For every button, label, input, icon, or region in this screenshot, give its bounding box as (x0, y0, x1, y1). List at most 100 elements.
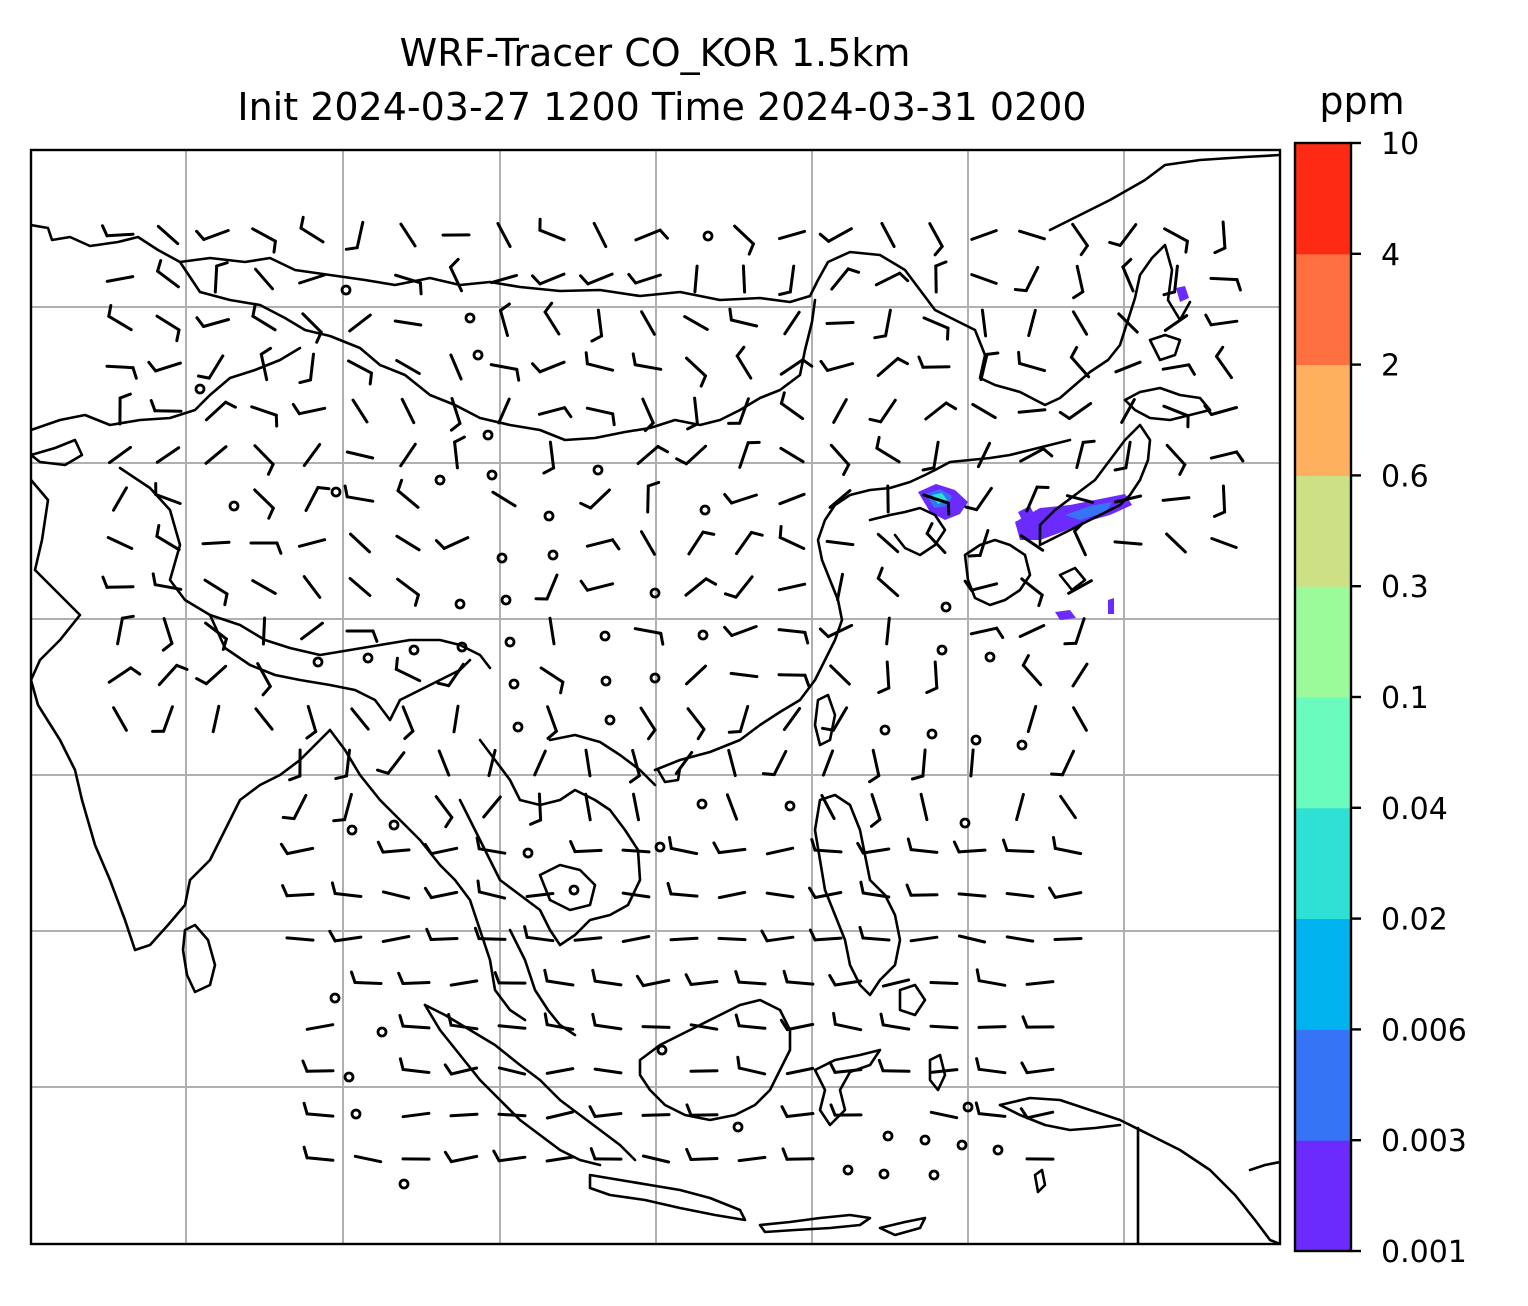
wind-barb-flag (195, 229, 206, 241)
wind-barb-flag (1187, 363, 1196, 376)
wind-barb-shaft (1072, 706, 1088, 732)
wind-barb-shaft (729, 318, 759, 328)
wind-barb-shaft (1053, 891, 1083, 899)
wind-barb-flag (1069, 346, 1079, 359)
wind-barb-shaft (785, 1112, 815, 1118)
wind-barb-flag (118, 392, 132, 400)
wind-barb-flag (315, 330, 323, 344)
wind-barb-shaft (861, 936, 891, 942)
wind-barb-shaft (449, 979, 479, 987)
wind-barb-shaft (545, 979, 575, 987)
wind-barb-shaft (107, 314, 133, 332)
wind-barb-shaft (957, 848, 987, 854)
wind-barb-shaft (978, 529, 990, 557)
wind-barb-shaft (733, 224, 755, 246)
wind-barb-flag (658, 228, 669, 240)
wind-barb-shaft (1019, 447, 1045, 463)
wind-barb-shaft (717, 890, 747, 900)
calm-marker (882, 1130, 894, 1142)
wind-barb-shaft (735, 354, 753, 380)
wind-barb-shaft (573, 936, 603, 942)
wind-barb-shaft (684, 444, 708, 466)
coastline (928, 1053, 947, 1092)
wind-barb-flag (161, 641, 174, 652)
wind-barb-shaft (730, 625, 758, 637)
wind-barb-shaft (1209, 450, 1239, 460)
wind-barb-shaft (355, 220, 365, 250)
wind-barb-flag (301, 1059, 309, 1073)
wind-barb-shaft (836, 572, 844, 602)
wind-barb-shaft (1005, 849, 1035, 853)
wind-barb-shaft (1118, 223, 1138, 247)
colorbar-tick-label: 0.3 (1381, 570, 1429, 605)
wind-barb-flag (696, 727, 706, 741)
wind-barb-flag (529, 818, 543, 826)
wind-barb-shaft (489, 363, 519, 371)
wind-barb-flag (195, 316, 205, 328)
wind-barb-shaft (333, 935, 363, 943)
wind-barb-shaft (204, 621, 228, 641)
wind-barb-shaft (399, 222, 417, 248)
wind-barb-flag (801, 358, 814, 368)
wind-barb-flag (985, 351, 1000, 356)
coastline (423, 1003, 637, 1162)
wind-barb-shaft (881, 1069, 911, 1073)
wind-barb-flag (782, 969, 789, 984)
wind-barb-shaft (207, 354, 225, 380)
wind-barb-flag (275, 541, 283, 555)
wind-barb-flag (129, 666, 142, 676)
wind-barb-shaft (1017, 408, 1047, 414)
wind-barb-shaft (1165, 443, 1187, 467)
wind-barb-shaft (533, 749, 547, 777)
wind-barb-shaft (497, 397, 511, 425)
wind-barb-shaft (641, 1113, 671, 1117)
wind-barb-shaft (1025, 980, 1055, 986)
wind-barb-shaft (156, 224, 180, 246)
wind-barb-shaft (689, 1157, 719, 1161)
wind-barb-shaft (977, 979, 1007, 987)
wind-barb-shaft (729, 671, 759, 679)
wind-barb-flag (967, 553, 982, 558)
wind-barb-shaft (684, 577, 708, 597)
wind-barb-flag (868, 417, 883, 424)
wind-barb-shaft (633, 363, 663, 371)
wind-barb-shaft (689, 980, 719, 986)
calm-marker (600, 675, 612, 687)
calm-marker (1016, 739, 1028, 751)
wind-barb-flag (1072, 290, 1085, 300)
wind-barb-shaft (497, 1066, 527, 1076)
wind-barb-shaft (1210, 537, 1238, 549)
wind-barb-shaft (449, 1066, 479, 1076)
wind-barb-shaft (538, 228, 566, 242)
wind-barb-flag (906, 837, 913, 852)
wind-barb-flag (1013, 288, 1028, 293)
wind-barb-flag (473, 926, 481, 941)
wind-barb-shaft (394, 273, 422, 285)
wind-barb-shaft (779, 401, 805, 421)
calm-marker (970, 734, 982, 746)
wind-barb-flag (223, 592, 229, 607)
wind-barb-shaft (879, 398, 897, 424)
calm-marker (343, 1071, 355, 1083)
calm-marker (454, 598, 466, 610)
wind-barb-shaft (778, 536, 806, 550)
wind-barb-flag (917, 355, 925, 369)
coastline (1038, 423, 1152, 547)
wind-barb-shaft (1209, 276, 1239, 282)
wind-barb-flag (291, 402, 301, 416)
wind-barb-shaft (976, 441, 992, 469)
wind-barb-flag (896, 357, 909, 366)
wind-barb-flag (750, 530, 764, 537)
wind-barb-shaft (538, 272, 566, 286)
wind-barb-shaft (585, 406, 615, 416)
wind-barb-shaft (929, 1024, 959, 1030)
wind-barb-shaft (545, 573, 559, 601)
wind-barb-shaft (777, 628, 807, 634)
wind-barb-shaft (788, 264, 796, 294)
colorbar-swatch (1295, 1029, 1351, 1141)
wind-barb-shaft (875, 446, 901, 464)
colorbar-tick-label: 0.04 (1381, 792, 1448, 827)
calm-marker (940, 601, 952, 613)
wind-barb-shaft (829, 443, 851, 467)
colorbar-ticks: 0.001 0.003 0.006 0.02 0.04 0.1 0.3 0.6 2 4 10 (1351, 127, 1467, 1270)
